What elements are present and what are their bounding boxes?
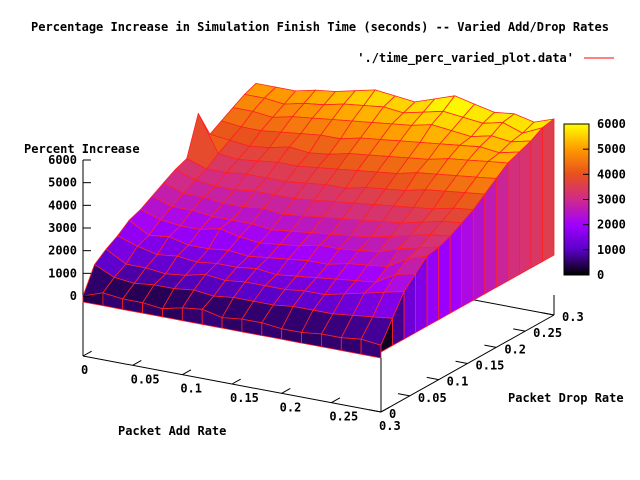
surface-skirt-front [162, 307, 183, 322]
surface-skirt-right [449, 221, 463, 314]
x-tick-label: 0.2 [280, 400, 302, 414]
y-tick-label: 0 [389, 407, 396, 421]
surface-skirt-right [530, 126, 543, 269]
colorbar: 0 1000 2000 3000 4000 5000 6000 [563, 117, 626, 282]
colorbar-tick-label: 5000 [597, 142, 626, 156]
y-tick-mark [484, 344, 497, 348]
chart-title: Percentage Increase in Simulation Finish… [31, 20, 609, 34]
surface-skirt-front [181, 307, 203, 325]
surface-skirt-right [495, 161, 509, 288]
z-tick-label: 2000 [48, 244, 77, 258]
y-tick-label: 0.15 [476, 359, 505, 373]
z-tick-label: 1000 [48, 266, 77, 280]
x-tick-mark [82, 350, 92, 357]
y-tick-label: 0.25 [533, 326, 562, 340]
x-tick-mark [132, 360, 142, 366]
x-tick-label: 0 [81, 363, 88, 377]
x-tick-mark [182, 369, 192, 376]
x-tick-label: 0.15 [230, 391, 259, 405]
y-tick-mark [513, 328, 526, 332]
x-tick-mark [331, 397, 341, 404]
surface-skirt-right [519, 140, 532, 276]
y-tick-labels: 0 0.050.1 0.15 0.2 0.250.3 [368, 310, 584, 421]
colorbar-tick-label: 1000 [597, 243, 626, 257]
x-tick-mark [380, 406, 390, 413]
colorbar-tick-label: 6000 [597, 117, 626, 131]
surface-skirt-front [301, 332, 322, 348]
colorbar-tick-label: 3000 [597, 193, 626, 207]
y-tick-mark [397, 393, 410, 397]
y-tick-mark [368, 409, 382, 413]
y-tick-label: 0.1 [447, 375, 469, 389]
z-tick-label: 0 [70, 289, 77, 303]
colorbar-tick-label: 2000 [597, 218, 626, 232]
x-tick-label: 0.1 [180, 382, 202, 396]
z-tick-label: 4000 [48, 198, 77, 212]
z-tick-label: 3000 [48, 221, 77, 235]
surface-skirt-right [484, 177, 497, 295]
x-axis-label: Packet Add Rate [118, 424, 226, 438]
y-tick-mark [426, 376, 439, 381]
y-tick-label: 0.2 [504, 342, 526, 356]
x-tick-mark [281, 388, 291, 394]
z-tick-label: 5000 [48, 176, 77, 190]
x-tick-label: 0.3 [379, 419, 401, 433]
x-tick-label: 0.05 [131, 372, 160, 386]
surface-skirt-right [438, 235, 451, 321]
y-tick-label: 0.3 [562, 310, 584, 324]
x-tick-label: 0.25 [329, 410, 358, 424]
surface-skirt-front [340, 337, 362, 355]
surface-skirt-right [461, 208, 474, 308]
colorbar-tick-label: 4000 [597, 167, 626, 181]
y-tick-mark [541, 312, 555, 316]
legend-label: './time_perc_varied_plot.data' [357, 51, 574, 66]
y-tick-label: 0.05 [418, 391, 447, 405]
surface-skirt-right [507, 151, 520, 282]
z-tick-label: 6000 [48, 153, 77, 167]
x-tick-labels: 0 0.05 0.1 0.15 0.2 0.25 0.3 [81, 350, 401, 433]
surface-skirt-front [221, 317, 243, 333]
y-tick-mark [455, 360, 468, 364]
surface-skirt-right [472, 192, 486, 301]
surface-skirt-right [542, 118, 555, 263]
x-tick-mark [231, 378, 241, 385]
y-axis-label: Packet Drop Rate [508, 391, 624, 405]
surface-mesh [82, 83, 555, 359]
z-tick-labels: 0 1000 2000 3000 4000 5000 6000 [48, 153, 91, 303]
surface-skirt-right [426, 246, 440, 327]
colorbar-tick-label: 0 [597, 268, 604, 282]
z-axis-label: Percent Increase [24, 142, 140, 156]
